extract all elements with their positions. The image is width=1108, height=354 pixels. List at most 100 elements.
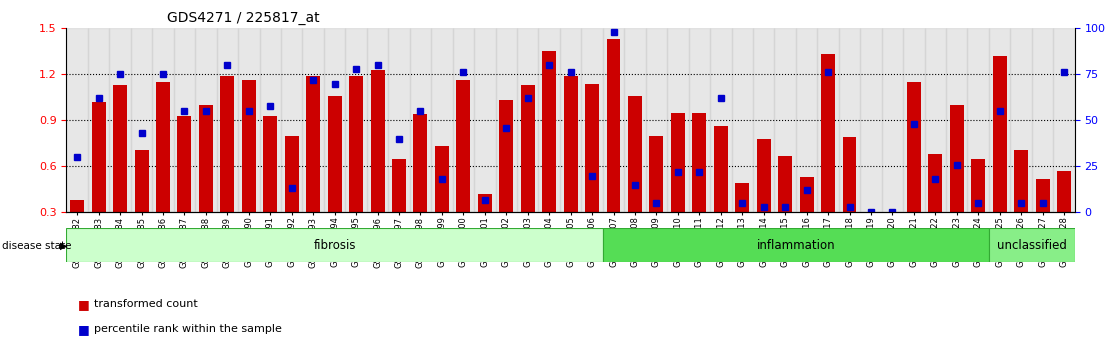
Bar — [560, 28, 582, 212]
Text: percentile rank within the sample: percentile rank within the sample — [94, 324, 283, 334]
Bar — [174, 28, 195, 212]
Bar — [736, 183, 749, 212]
Bar — [195, 28, 217, 212]
Bar — [882, 28, 903, 212]
Bar — [628, 96, 642, 212]
Bar — [624, 28, 646, 212]
Bar — [367, 28, 388, 212]
Bar — [478, 194, 492, 212]
Bar — [564, 76, 577, 212]
Bar — [264, 116, 277, 212]
Bar — [692, 113, 706, 212]
Bar — [1036, 179, 1049, 212]
Bar — [388, 28, 410, 212]
Bar — [649, 136, 664, 212]
Bar — [517, 28, 538, 212]
Bar — [410, 28, 431, 212]
Bar — [152, 28, 174, 212]
Text: ■: ■ — [78, 298, 90, 311]
Text: unclassified: unclassified — [997, 239, 1067, 252]
Bar — [456, 80, 470, 212]
Bar — [217, 28, 238, 212]
Bar — [370, 70, 384, 212]
Bar — [800, 177, 813, 212]
Bar — [495, 28, 517, 212]
Bar — [1010, 28, 1032, 212]
Bar — [220, 76, 235, 212]
Bar — [306, 76, 320, 212]
Bar — [281, 28, 302, 212]
Bar — [582, 28, 603, 212]
Bar — [688, 28, 710, 212]
Bar — [753, 28, 774, 212]
Bar — [1014, 149, 1028, 212]
Bar — [110, 28, 131, 212]
Bar — [242, 80, 256, 212]
Bar — [603, 28, 624, 212]
Bar — [757, 139, 771, 212]
Text: transformed count: transformed count — [94, 299, 198, 309]
Bar — [774, 28, 796, 212]
Bar — [778, 156, 792, 212]
Bar — [156, 82, 170, 212]
Bar — [521, 85, 535, 212]
Bar — [714, 126, 728, 212]
Bar — [199, 105, 213, 212]
Bar — [671, 113, 685, 212]
Bar — [92, 102, 105, 212]
Bar — [885, 212, 900, 216]
Bar — [924, 28, 946, 212]
Text: ▶: ▶ — [60, 241, 68, 251]
Bar — [177, 116, 192, 212]
Bar — [66, 228, 603, 262]
Bar — [113, 85, 127, 212]
Bar — [967, 28, 989, 212]
Bar — [392, 159, 406, 212]
Bar — [603, 228, 989, 262]
Bar — [667, 28, 688, 212]
Bar — [839, 28, 860, 212]
Bar — [821, 55, 835, 212]
Text: inflammation: inflammation — [757, 239, 835, 252]
Bar — [285, 136, 299, 212]
Bar — [131, 28, 152, 212]
Bar — [606, 39, 620, 212]
Bar — [903, 28, 924, 212]
Bar — [538, 28, 560, 212]
Bar — [413, 114, 428, 212]
Bar — [585, 84, 599, 212]
Bar — [349, 76, 363, 212]
Bar — [500, 101, 513, 212]
Bar — [435, 147, 449, 212]
Text: fibrosis: fibrosis — [314, 239, 356, 252]
Bar — [474, 28, 495, 212]
Bar — [431, 28, 453, 212]
Bar — [1032, 28, 1054, 212]
Bar — [989, 228, 1075, 262]
Bar — [346, 28, 367, 212]
Text: ■: ■ — [78, 323, 90, 336]
Bar — [842, 137, 856, 212]
Bar — [302, 28, 324, 212]
Bar — [818, 28, 839, 212]
Bar — [993, 56, 1007, 212]
Bar — [70, 200, 84, 212]
Bar — [328, 96, 341, 212]
Bar — [731, 28, 753, 212]
Text: disease state: disease state — [2, 241, 72, 251]
Bar — [324, 28, 346, 212]
Bar — [453, 28, 474, 212]
Bar — [134, 149, 148, 212]
Bar — [972, 159, 985, 212]
Text: GDS4271 / 225817_at: GDS4271 / 225817_at — [167, 11, 320, 25]
Bar — [259, 28, 281, 212]
Bar — [989, 28, 1010, 212]
Bar — [88, 28, 110, 212]
Bar — [1054, 28, 1075, 212]
Bar — [864, 212, 878, 217]
Bar — [1057, 171, 1071, 212]
Bar — [646, 28, 667, 212]
Bar — [929, 154, 942, 212]
Bar — [542, 51, 556, 212]
Bar — [66, 28, 88, 212]
